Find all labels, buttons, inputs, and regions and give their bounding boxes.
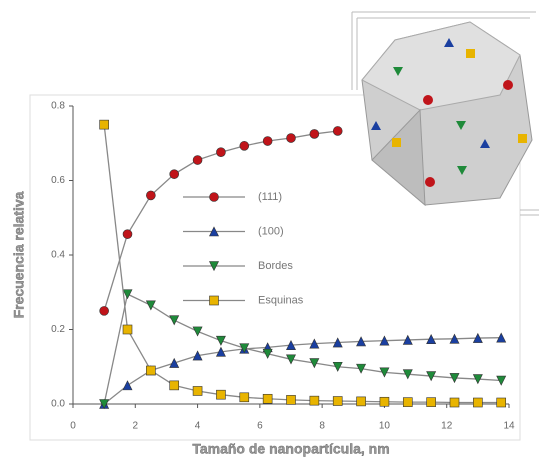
marker bbox=[123, 230, 132, 239]
marker bbox=[170, 170, 179, 179]
marker bbox=[146, 366, 155, 375]
marker bbox=[333, 397, 342, 406]
marker bbox=[100, 306, 109, 315]
legend-label: (111) bbox=[258, 191, 282, 203]
x-tick-label: 4 bbox=[195, 421, 201, 432]
chart: Tamaño de nanopartícula, nm Frecuencia r… bbox=[0, 0, 539, 460]
marker bbox=[333, 126, 342, 135]
marker bbox=[287, 395, 296, 404]
legend-label: Esquinas bbox=[258, 294, 304, 306]
x-tick-label: 14 bbox=[503, 421, 515, 432]
x-tick-label: 10 bbox=[379, 421, 391, 432]
marker bbox=[263, 394, 272, 403]
series-line bbox=[104, 294, 501, 404]
marker bbox=[123, 325, 132, 334]
marker bbox=[263, 349, 272, 358]
marker bbox=[216, 390, 225, 399]
marker bbox=[193, 156, 202, 165]
y-tick-label: 0.4 bbox=[51, 250, 65, 261]
marker bbox=[287, 134, 296, 143]
marker bbox=[146, 191, 155, 200]
marker bbox=[403, 398, 412, 407]
marker bbox=[216, 148, 225, 157]
marker bbox=[146, 301, 155, 310]
marker bbox=[497, 398, 506, 407]
y-tick-label: 0.2 bbox=[51, 324, 65, 335]
marker bbox=[100, 120, 109, 129]
marker bbox=[210, 296, 219, 305]
y-tick-label: 0.6 bbox=[51, 175, 65, 186]
marker bbox=[170, 316, 179, 325]
marker bbox=[240, 141, 249, 150]
nanoparticle-illustration bbox=[352, 12, 539, 215]
y-axis-title: Frecuencia relativa bbox=[11, 191, 27, 318]
marker bbox=[357, 397, 366, 406]
series-line bbox=[104, 131, 338, 311]
x-axis-title: Tamaño de nanopartícula, nm bbox=[192, 441, 389, 457]
x-tick-label: 6 bbox=[257, 421, 263, 432]
marker bbox=[310, 396, 319, 405]
marker bbox=[380, 397, 389, 406]
marker bbox=[170, 381, 179, 390]
marker bbox=[240, 393, 249, 402]
marker bbox=[473, 398, 482, 407]
marker bbox=[427, 398, 436, 407]
marker bbox=[193, 327, 202, 336]
marker bbox=[123, 381, 132, 390]
y-tick-label: 0.8 bbox=[51, 101, 65, 112]
y-tick-label: 0.0 bbox=[51, 399, 65, 410]
marker bbox=[216, 336, 225, 345]
marker bbox=[170, 359, 179, 368]
x-tick-label: 12 bbox=[441, 421, 453, 432]
marker bbox=[210, 193, 219, 202]
legend-label: (100) bbox=[258, 225, 284, 237]
legend-label: Bordes bbox=[258, 260, 293, 272]
x-tick-label: 8 bbox=[319, 421, 325, 432]
marker bbox=[450, 398, 459, 407]
series-line bbox=[104, 338, 501, 404]
x-tick-label: 0 bbox=[70, 421, 76, 432]
marker bbox=[310, 129, 319, 138]
marker bbox=[263, 137, 272, 146]
marker bbox=[193, 386, 202, 395]
x-tick-label: 2 bbox=[133, 421, 139, 432]
